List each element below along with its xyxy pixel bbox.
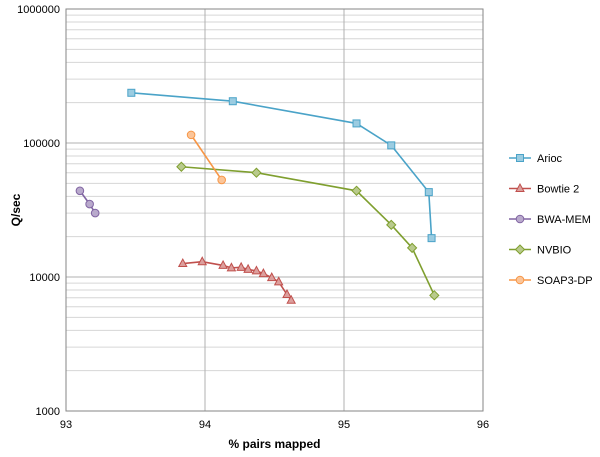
data-point-bowtie-2 [243,263,253,273]
y-tick-label: 1000000 [17,4,60,16]
data-point-bwa-mem [90,208,100,218]
data-point-bwa-mem [85,199,94,209]
data-point-soap3-dp [186,130,196,140]
legend-marker-nvbio [514,244,526,255]
data-point-bowtie-2 [218,259,228,269]
y-tick-label: 1000 [36,406,60,418]
legend-item-bwa-mem: BWA-MEM [509,214,591,226]
data-point-bowtie-2 [236,261,246,271]
data-point-arioc [228,97,237,106]
series-bwa-mem [75,186,100,218]
data-point-soap3-dp [217,175,226,185]
series-line-nvbio [181,165,436,296]
y-tick-label: 100000 [23,138,60,150]
data-point-nvbio [176,161,187,172]
series-soap3-dp [186,130,226,185]
legend-label-bowtie-2: Bowtie 2 [537,184,579,196]
y-tick-label: 10000 [29,272,60,284]
data-point-nvbio [251,167,262,178]
legend-item-arioc: Arioc [509,153,563,165]
data-point-bowtie-2 [282,288,292,299]
series-line-soap3-dp [190,134,223,181]
y-axis-title: Q/sec [9,193,23,226]
data-point-bowtie-2 [258,268,269,278]
x-tick-label: 95 [338,419,350,431]
data-point-bowtie-2 [251,265,262,275]
legend-label-bwa-mem: BWA-MEM [537,214,591,226]
legend-item-soap3-dp: SOAP3-DP [509,275,593,287]
series-line-arioc [131,91,433,239]
series-bowtie-2 [177,256,297,304]
data-point-nvbio [429,290,440,301]
y-axis-ticks: 1000 10000 100000 1000000 [17,4,60,418]
data-point-arioc [127,88,136,97]
data-point-nvbio [386,219,397,231]
data-point-bowtie-2 [273,276,284,286]
legend-item-bowtie-2: Bowtie 2 [509,182,579,196]
legend-marker-arioc [516,154,524,162]
data-point-arioc [387,141,396,150]
grid [65,8,484,412]
legend-marker-soap3-dp [515,275,525,285]
data-point-arioc [424,188,433,197]
series-arioc [127,88,436,243]
data-point-bowtie-2 [197,256,208,266]
x-tick-label: 93 [60,419,72,431]
data-point-arioc [427,234,436,243]
x-tick-label: 96 [477,419,489,431]
x-tick-label: 94 [199,419,211,431]
x-axis-ticks: 93 94 95 96 [60,419,489,431]
legend: Arioc Bowtie 2 BWA-MEM NVBIO SOAP3-DP [509,153,593,287]
series-nvbio [176,161,440,301]
data-point-arioc [352,119,361,128]
plot-area [65,8,484,412]
x-axis-title: % pairs mapped [228,437,320,451]
data-point-nvbio [351,185,362,196]
legend-label-soap3-dp: SOAP3-DP [537,275,593,287]
series-group [75,88,440,304]
legend-label-nvbio: NVBIO [537,245,572,257]
data-point-bowtie-2 [177,257,188,268]
legend-item-nvbio: NVBIO [509,244,572,257]
data-point-bowtie-2 [286,294,297,304]
data-point-bowtie-2 [266,272,277,282]
legend-marker-bowtie-2 [515,182,525,192]
data-point-bwa-mem [75,186,85,196]
legend-marker-bwa-mem [515,214,525,224]
data-point-bowtie-2 [226,262,237,272]
legend-label-arioc: Arioc [537,153,563,165]
data-point-nvbio [406,242,418,254]
